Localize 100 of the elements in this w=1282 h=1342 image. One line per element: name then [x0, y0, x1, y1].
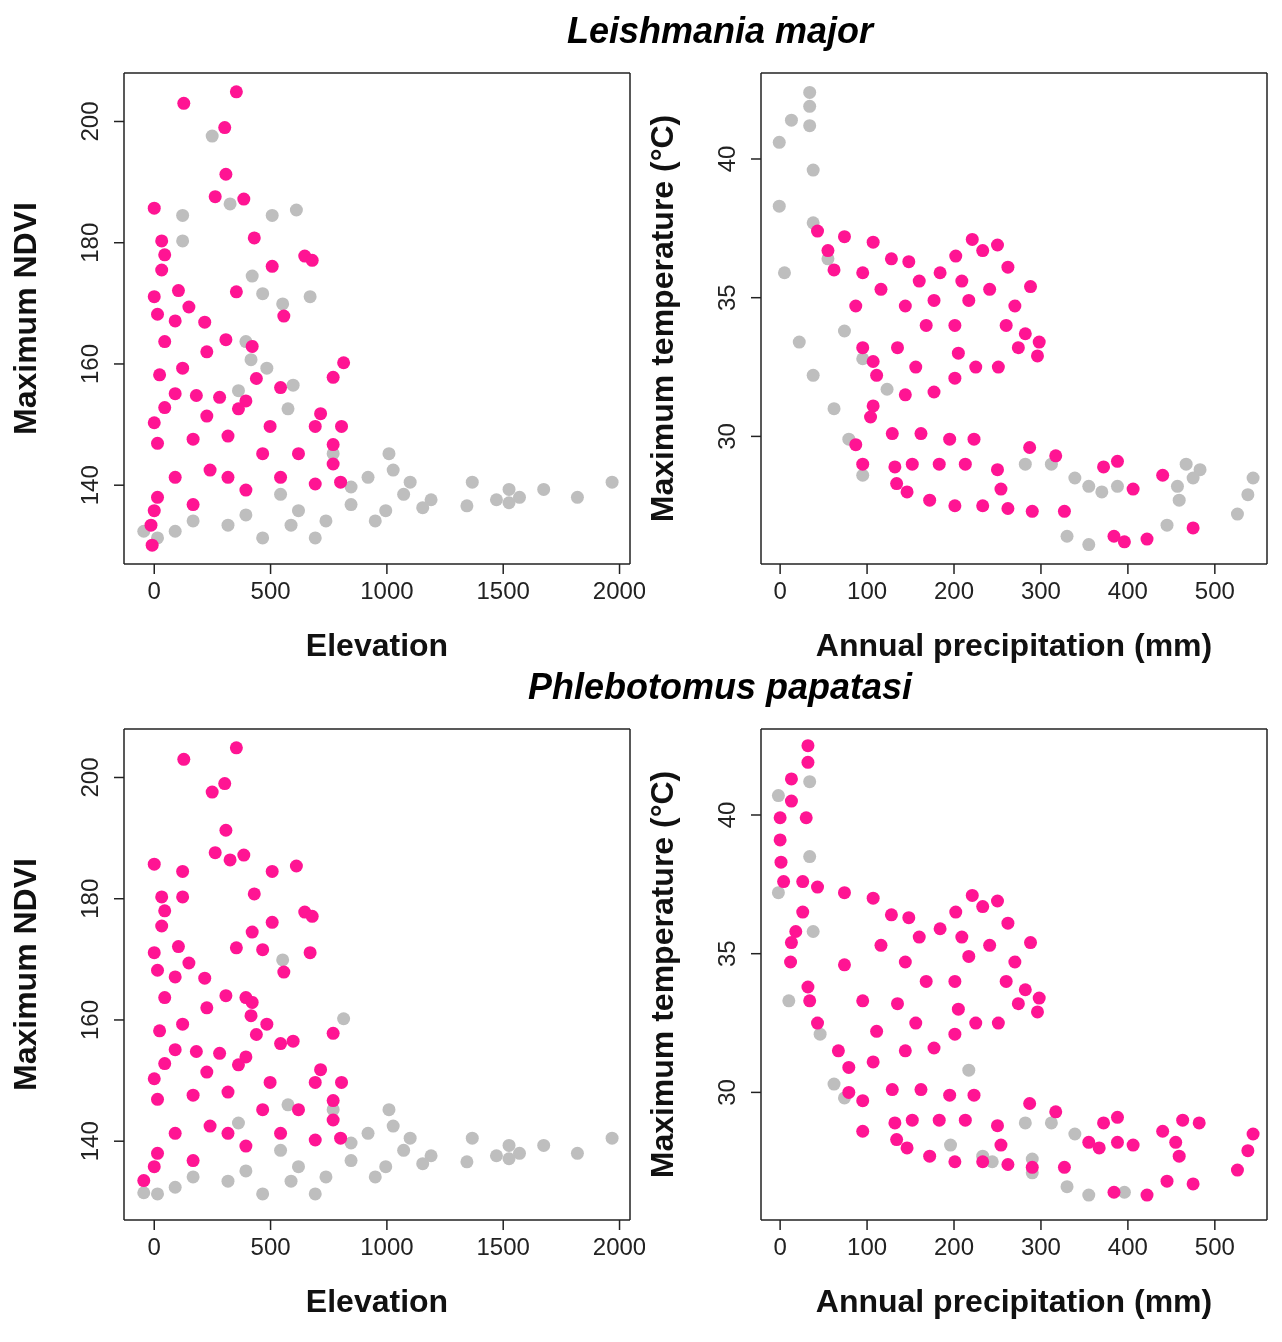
- x-tick-label: 0: [773, 577, 787, 605]
- y-tick-label: 140: [76, 1121, 103, 1162]
- point: [284, 1174, 298, 1188]
- point: [772, 135, 786, 149]
- point: [806, 925, 820, 938]
- point: [1060, 529, 1074, 543]
- x-tick-label: 500: [250, 1233, 291, 1261]
- point: [319, 1170, 333, 1184]
- point: [386, 1119, 400, 1133]
- point: [289, 203, 303, 217]
- point: [361, 470, 375, 484]
- y-tick-label: 200: [76, 757, 103, 798]
- point: [344, 480, 358, 494]
- y-tick-label: 40: [713, 801, 740, 829]
- point: [1095, 485, 1109, 499]
- point: [286, 378, 300, 392]
- point: [260, 361, 274, 375]
- point: [512, 490, 526, 504]
- x-tick-label: 2000: [592, 1233, 647, 1261]
- point: [502, 1152, 516, 1166]
- point: [239, 1164, 253, 1178]
- point: [1172, 493, 1186, 507]
- point: [460, 499, 474, 513]
- point: [1186, 471, 1200, 485]
- point: [416, 501, 430, 515]
- point: [368, 514, 382, 528]
- point: [1082, 1188, 1096, 1202]
- y-tick-label: 40: [713, 145, 740, 173]
- point: [205, 129, 219, 143]
- point: [244, 353, 258, 367]
- x-tick-label: 0: [147, 577, 161, 605]
- y-tick-label: 140: [76, 465, 103, 506]
- x-tick-label: 100: [847, 1233, 888, 1261]
- point: [276, 297, 290, 311]
- point: [308, 531, 322, 545]
- point: [856, 468, 870, 482]
- y-tick-label: 180: [76, 878, 103, 919]
- point: [827, 1077, 841, 1091]
- point: [806, 368, 820, 382]
- point: [274, 487, 288, 501]
- point: [806, 163, 820, 177]
- point: [137, 1186, 151, 1200]
- point: [605, 1131, 619, 1145]
- point: [284, 518, 298, 532]
- y-tick-label: 160: [76, 999, 103, 1040]
- point: [1179, 457, 1193, 471]
- point: [512, 1146, 526, 1160]
- point: [403, 1131, 417, 1145]
- x-tick-label: 1500: [476, 577, 530, 605]
- point: [813, 1027, 827, 1041]
- point: [460, 1155, 474, 1169]
- point: [1110, 479, 1124, 493]
- point: [803, 119, 817, 133]
- point: [1060, 1180, 1074, 1194]
- point: [537, 482, 551, 496]
- text: Leishmania major: [566, 10, 874, 51]
- point: [777, 266, 791, 280]
- y-axis-title: Maximum temperature (°C): [644, 114, 680, 523]
- point: [962, 1063, 976, 1077]
- point: [361, 1126, 375, 1140]
- y-axis-title: Maximum temperature (°C): [644, 770, 680, 1179]
- point: [1193, 463, 1207, 477]
- point: [337, 1012, 351, 1026]
- x-axis-title: Annual precipitation (mm): [815, 1283, 1213, 1319]
- point: [231, 1116, 245, 1130]
- point: [537, 1138, 551, 1152]
- y-tick-label: 30: [713, 423, 740, 450]
- x-axis-title: Annual precipitation (mm): [815, 627, 1213, 663]
- point: [803, 775, 817, 789]
- point: [256, 531, 270, 545]
- x-tick-label: 2000: [592, 577, 647, 605]
- y-tick-label: 180: [76, 222, 103, 263]
- point: [792, 335, 806, 349]
- x-tick-label: 1500: [476, 1233, 530, 1261]
- point: [424, 493, 438, 507]
- point: [1160, 518, 1174, 532]
- point: [771, 789, 785, 803]
- point: [1068, 1127, 1082, 1141]
- text: Phlebotomus papatasi: [527, 666, 913, 707]
- point: [1230, 507, 1244, 521]
- x-axis-title: Elevation: [305, 1283, 449, 1319]
- point: [256, 1187, 270, 1201]
- point: [344, 1154, 358, 1168]
- point: [344, 1136, 358, 1150]
- point: [803, 85, 817, 99]
- y-tick-label: 30: [713, 1079, 740, 1106]
- point: [344, 498, 358, 512]
- point: [291, 1160, 305, 1174]
- point: [231, 384, 245, 398]
- point: [176, 234, 190, 248]
- x-tick-label: 200: [933, 1233, 975, 1261]
- point: [397, 1143, 411, 1157]
- point: [168, 524, 182, 538]
- point: [308, 1187, 322, 1201]
- y-tick-label: 160: [76, 343, 103, 384]
- point: [274, 1143, 288, 1157]
- point: [465, 475, 479, 489]
- point: [827, 402, 841, 416]
- x-tick-label: 400: [1107, 577, 1148, 605]
- point: [502, 482, 516, 496]
